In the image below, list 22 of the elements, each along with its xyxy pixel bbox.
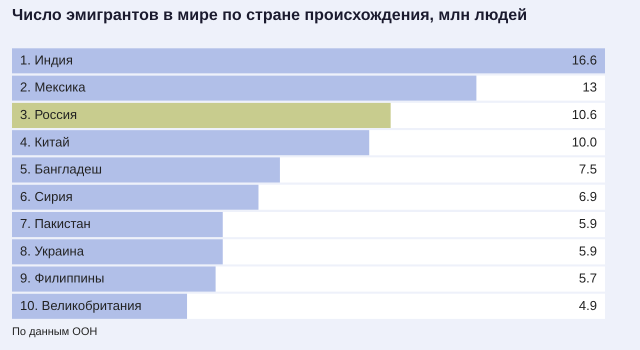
data-label: 13 bbox=[582, 80, 597, 95]
data-label: 16.6 bbox=[572, 52, 597, 68]
y-tick-label: 3. Россия bbox=[20, 106, 78, 122]
y-tick-label: 7. Пакистан bbox=[20, 216, 91, 232]
y-tick-label: 8. Украина bbox=[20, 243, 85, 258]
chart-title: Число эмигрантов в мире по стране происхождения, млн людей bbox=[12, 7, 528, 24]
data-label: 5.7 bbox=[578, 270, 597, 286]
text: По данным ООН bbox=[12, 326, 98, 338]
data-label: 7.5 bbox=[578, 162, 597, 177]
data-label: 5.9 bbox=[578, 216, 597, 232]
data-label: 10.0 bbox=[572, 134, 597, 150]
y-tick-label: 10. Великобритания bbox=[20, 298, 142, 313]
y-tick-label: 5. Бангладеш bbox=[20, 162, 102, 177]
data-label: 6.9 bbox=[578, 188, 597, 204]
y-tick-label: 2. Мексика bbox=[20, 80, 86, 95]
data-label: 4.9 bbox=[578, 298, 597, 313]
y-tick-label: 4. Китай bbox=[20, 134, 70, 150]
y-tick-label: 9. Филиппины bbox=[20, 270, 104, 286]
data-label: 10.6 bbox=[572, 106, 597, 122]
y-tick-label: 6. Сирия bbox=[20, 188, 73, 204]
y-tick-label: 1. Индия bbox=[20, 52, 73, 68]
data-label: 5.9 bbox=[578, 243, 597, 258]
